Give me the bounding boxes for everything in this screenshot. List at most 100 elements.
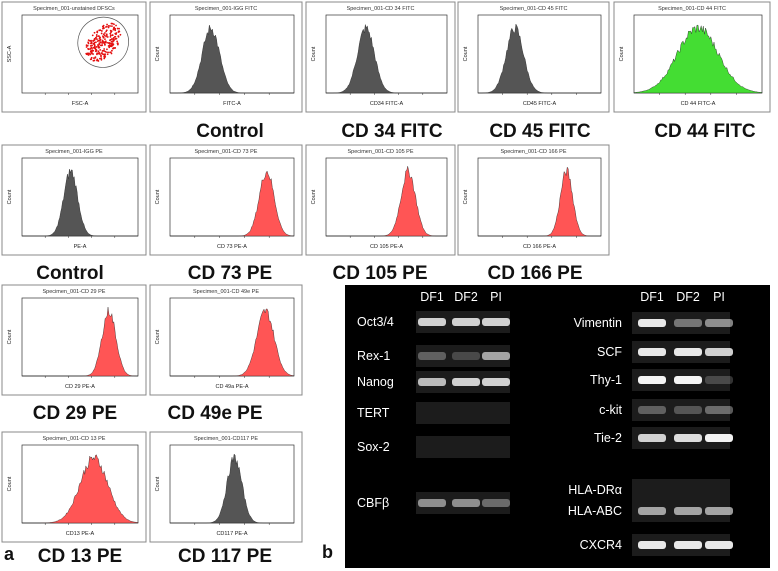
panel-header: Specimen_001-CD 49e PE	[193, 289, 259, 295]
gene-label: HLA-ABC	[568, 504, 622, 518]
event	[104, 53, 107, 56]
event	[104, 40, 107, 43]
gel-strip	[416, 345, 510, 367]
event	[106, 23, 108, 26]
lane-label: PI	[713, 290, 725, 304]
event	[98, 46, 101, 49]
x-axis-label: CD13 PE-A	[66, 531, 95, 537]
x-axis-label: CD45 FITC-A	[523, 101, 557, 107]
event	[93, 47, 96, 49]
event	[106, 48, 108, 51]
panel-frame	[1, 1, 147, 113]
lane-label: DF1	[640, 290, 664, 304]
band	[482, 499, 510, 507]
band	[674, 507, 702, 515]
event	[99, 48, 102, 51]
x-axis-label: CD34 FITC-A	[370, 101, 404, 107]
panel-frame	[1, 284, 147, 396]
event	[109, 36, 112, 38]
band	[482, 378, 510, 386]
event	[112, 40, 114, 42]
event	[85, 46, 88, 48]
gene-label: Rex-1	[357, 349, 390, 363]
panel-header: Specimen_001-CD 105 PE	[347, 149, 413, 155]
event	[100, 55, 102, 58]
event	[106, 53, 109, 56]
x-axis-label: FITC-A	[223, 101, 241, 107]
panel-header: Specimen_001-CD 45 FITC	[500, 6, 568, 12]
panel-frame	[457, 144, 610, 256]
band	[638, 376, 666, 384]
event	[102, 36, 105, 39]
event	[116, 43, 119, 46]
event	[94, 36, 97, 39]
lane-label: DF2	[676, 290, 700, 304]
event	[89, 44, 92, 47]
y-axis-label: Count	[155, 476, 161, 491]
event	[112, 47, 115, 50]
event	[87, 42, 90, 45]
band	[452, 499, 480, 507]
event	[90, 58, 93, 61]
event	[95, 59, 98, 62]
event	[97, 39, 100, 42]
event	[97, 60, 100, 62]
event	[89, 40, 91, 42]
caption: CD 34 FITC	[341, 121, 443, 142]
y-axis-label: Count	[463, 189, 469, 204]
caption: CD 45 FITC	[489, 121, 591, 142]
event	[110, 31, 112, 34]
panel-frame	[149, 284, 303, 396]
event	[90, 41, 93, 43]
gene-label: Oct3/4	[357, 315, 394, 329]
event	[101, 25, 104, 28]
event	[109, 51, 112, 54]
event	[110, 22, 113, 25]
histogram	[478, 166, 601, 237]
panel-header: Specimen_001-CD 166 PE	[500, 149, 566, 155]
event	[99, 44, 102, 47]
event	[118, 27, 120, 30]
histogram	[22, 307, 138, 377]
panel-header: Specimen_001-CD117 PE	[194, 436, 258, 442]
y-axis-label: Count	[7, 476, 13, 491]
event	[101, 39, 104, 42]
panel-header: Specimen_001-IGG FITC	[195, 6, 257, 12]
caption: CD 117 PE	[178, 546, 272, 567]
event	[102, 53, 104, 56]
y-axis-label: Count	[619, 46, 625, 61]
lane-label: DF2	[454, 290, 478, 304]
panel-frame	[149, 144, 303, 256]
event	[92, 49, 95, 52]
y-axis-label: Count	[155, 329, 161, 344]
band	[638, 319, 666, 327]
event	[109, 29, 112, 32]
event	[96, 35, 98, 38]
event	[89, 53, 91, 56]
histogram	[326, 24, 447, 94]
event	[100, 52, 103, 55]
caption: CD 105 PE	[332, 263, 427, 284]
event	[87, 47, 89, 50]
x-axis-label: CD 49a PE-A	[215, 384, 248, 390]
y-axis-label: Count	[155, 46, 161, 61]
event	[100, 57, 103, 59]
band	[674, 406, 702, 414]
event	[103, 57, 106, 60]
event	[95, 46, 98, 48]
band	[674, 434, 702, 442]
band	[418, 352, 446, 360]
event	[86, 52, 89, 55]
event	[103, 55, 106, 58]
event	[102, 49, 105, 52]
event	[105, 30, 108, 33]
caption: CD 49e PE	[167, 403, 262, 424]
histogram	[170, 453, 294, 524]
event	[106, 41, 109, 44]
x-axis-label: FSC-A	[72, 101, 89, 107]
band	[705, 406, 733, 414]
band	[418, 378, 446, 386]
gel-strip	[416, 402, 510, 424]
event	[107, 45, 110, 47]
